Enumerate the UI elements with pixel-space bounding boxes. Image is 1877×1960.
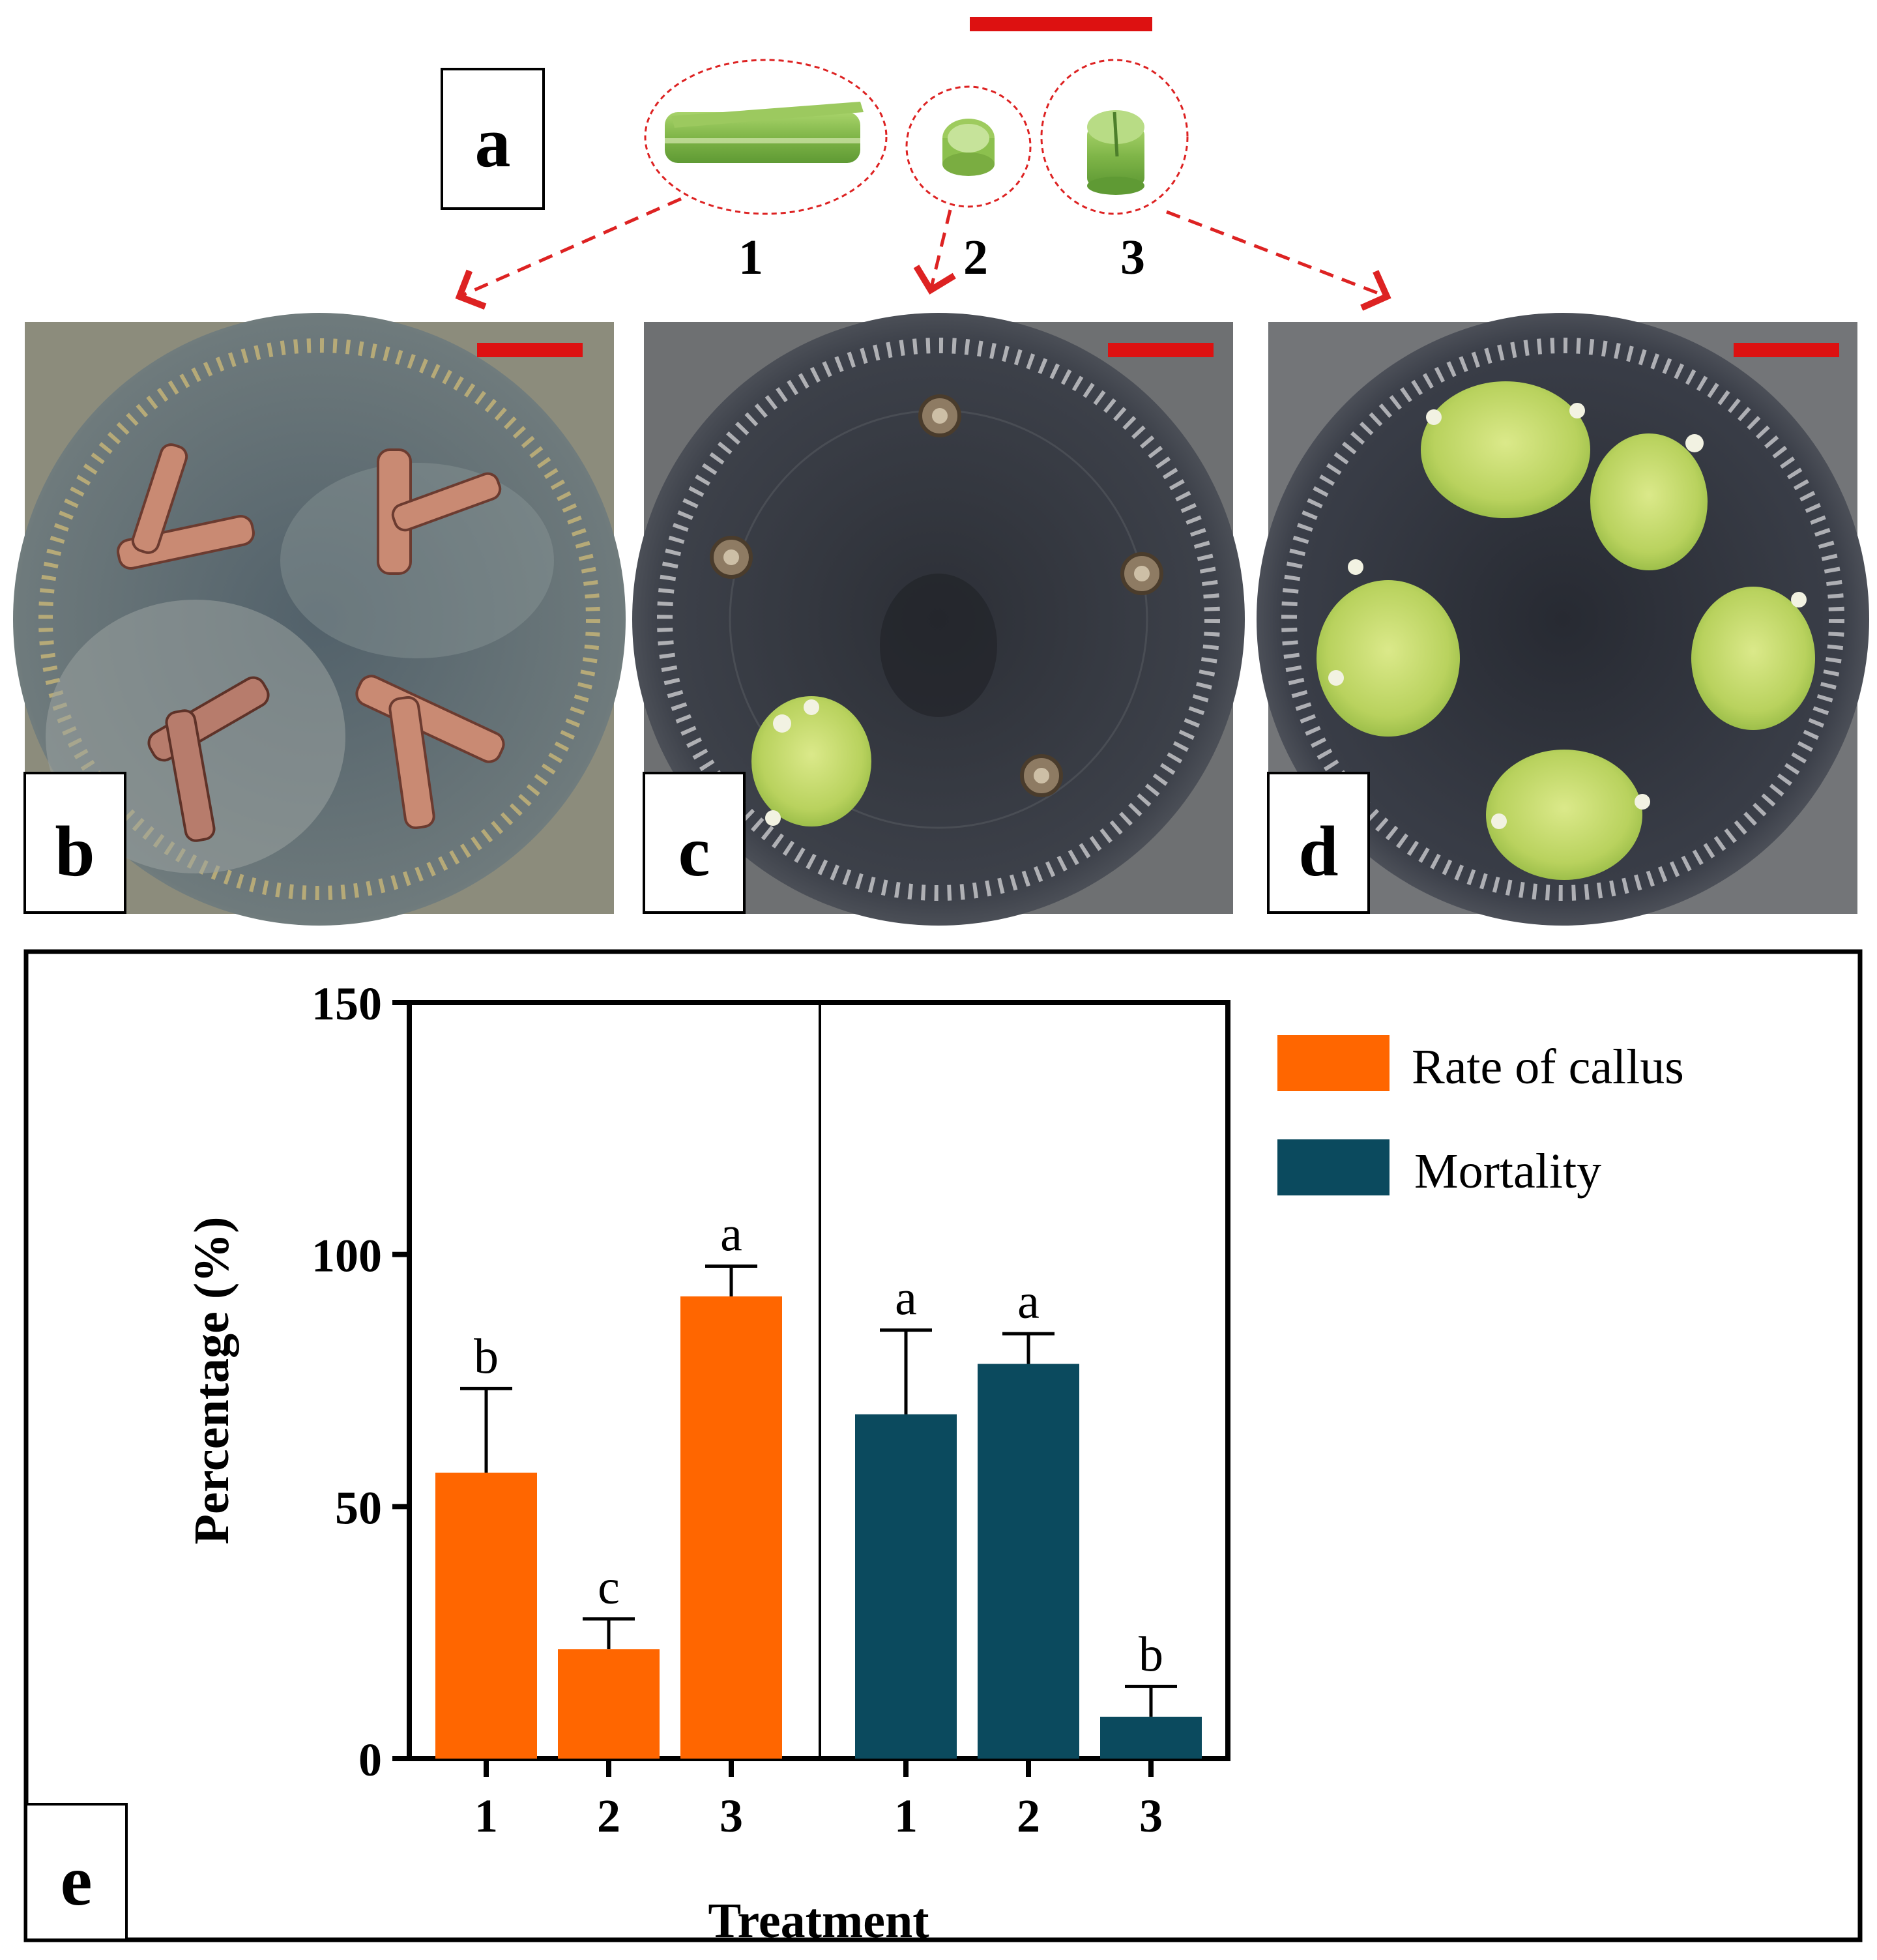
explant-b-2 (377, 448, 502, 575)
explant-1 (665, 102, 864, 163)
scale-bar-b (477, 343, 583, 357)
bar-chart: 0 50 100 150 b c a a a b 1 2 3 1 2 3 Percentage (%) T… (184, 978, 1684, 1948)
x-axis-label: Treatment (708, 1894, 929, 1948)
arrow-to-b (455, 197, 682, 310)
explant-3-outline (1040, 59, 1189, 215)
significance-letter-1-0: a (895, 1271, 917, 1326)
panel-b-label: b (55, 812, 95, 891)
y-tick-label-50: 50 (335, 1482, 382, 1534)
legend-label-callus: Rate of callus (1412, 1040, 1684, 1094)
panel-c-label: c (678, 812, 710, 891)
bar-mortality-1 (855, 1414, 957, 1759)
scale-bar-d (1734, 343, 1839, 357)
explant-b-1 (117, 443, 255, 570)
scale-bar-a (970, 17, 1152, 31)
significance-letter-1-2: b (1139, 1627, 1163, 1682)
bar-mortality-3 (1100, 1716, 1202, 1759)
panel-a: a 1 2 3 (441, 17, 1391, 311)
panel-a-label: a (475, 102, 511, 182)
panel-c: c (632, 313, 1245, 926)
bar-callus-3 (680, 1296, 782, 1759)
explant-2-outline (905, 85, 1032, 208)
y-tick-label-100: 100 (312, 1230, 382, 1282)
explant-b-4 (355, 675, 505, 830)
arrow-to-d (1166, 210, 1391, 311)
panel-e-label-box (25, 1803, 128, 1941)
scale-bar-c (1108, 343, 1214, 357)
panel-c-label-box (643, 772, 746, 914)
bar-callus-2 (558, 1649, 660, 1759)
legend-swatch-mortality (1277, 1139, 1390, 1195)
explant-3 (1087, 110, 1144, 195)
significance-letter-0-2: a (720, 1207, 742, 1261)
panel-d: d (1257, 313, 1869, 926)
y-tick-label-150: 150 (312, 978, 382, 1030)
x-tick-label-1-2: 3 (1139, 1790, 1163, 1842)
legend-swatch-callus (1277, 1035, 1390, 1091)
panel-b: b (13, 313, 626, 926)
significance-letter-1-1: a (1017, 1274, 1040, 1329)
legend: Rate of callus Mortality (1277, 1035, 1684, 1199)
explant-3-number: 3 (1120, 230, 1145, 285)
panel-d-label-box (1267, 772, 1370, 914)
bars: b c a a a b (435, 1207, 1202, 1759)
y-axis: 0 50 100 150 (312, 978, 409, 1786)
panel-e-label: e (61, 1841, 93, 1920)
x-tick-label-0-0: 1 (474, 1790, 498, 1842)
explant-1-number: 1 (738, 230, 763, 285)
x-tick-label-0-2: 3 (720, 1790, 743, 1842)
x-axis: 1 2 3 1 2 3 (474, 1759, 1163, 1842)
callus-c (751, 696, 871, 826)
panel-d-label: d (1298, 812, 1338, 891)
explant-2 (942, 119, 995, 176)
arrow-to-c (913, 209, 956, 295)
explant-b-3 (147, 676, 270, 842)
x-tick-label-1-0: 1 (894, 1790, 918, 1842)
x-tick-label-1-1: 2 (1017, 1790, 1040, 1842)
panel-b-label-box (23, 772, 126, 914)
panel-e: e 0 50 100 150 b c a a a b 1 2 3 1 2 3 Percentage (%)… (23, 949, 1863, 1948)
explant-2-number: 2 (963, 230, 988, 285)
x-tick-label-0-1: 2 (597, 1790, 620, 1842)
explant-1-outline (644, 59, 888, 215)
callus-d-group (1317, 381, 1815, 880)
legend-label-mortality: Mortality (1414, 1144, 1601, 1199)
bar-callus-1 (435, 1472, 537, 1759)
panel-a-label-box (441, 68, 545, 210)
significance-letter-0-1: c (598, 1560, 620, 1615)
y-tick-label-0: 0 (358, 1734, 382, 1786)
significance-letter-0-0: b (474, 1329, 499, 1384)
y-axis-label: Percentage (%) (184, 1217, 239, 1545)
bar-mortality-2 (978, 1364, 1079, 1759)
